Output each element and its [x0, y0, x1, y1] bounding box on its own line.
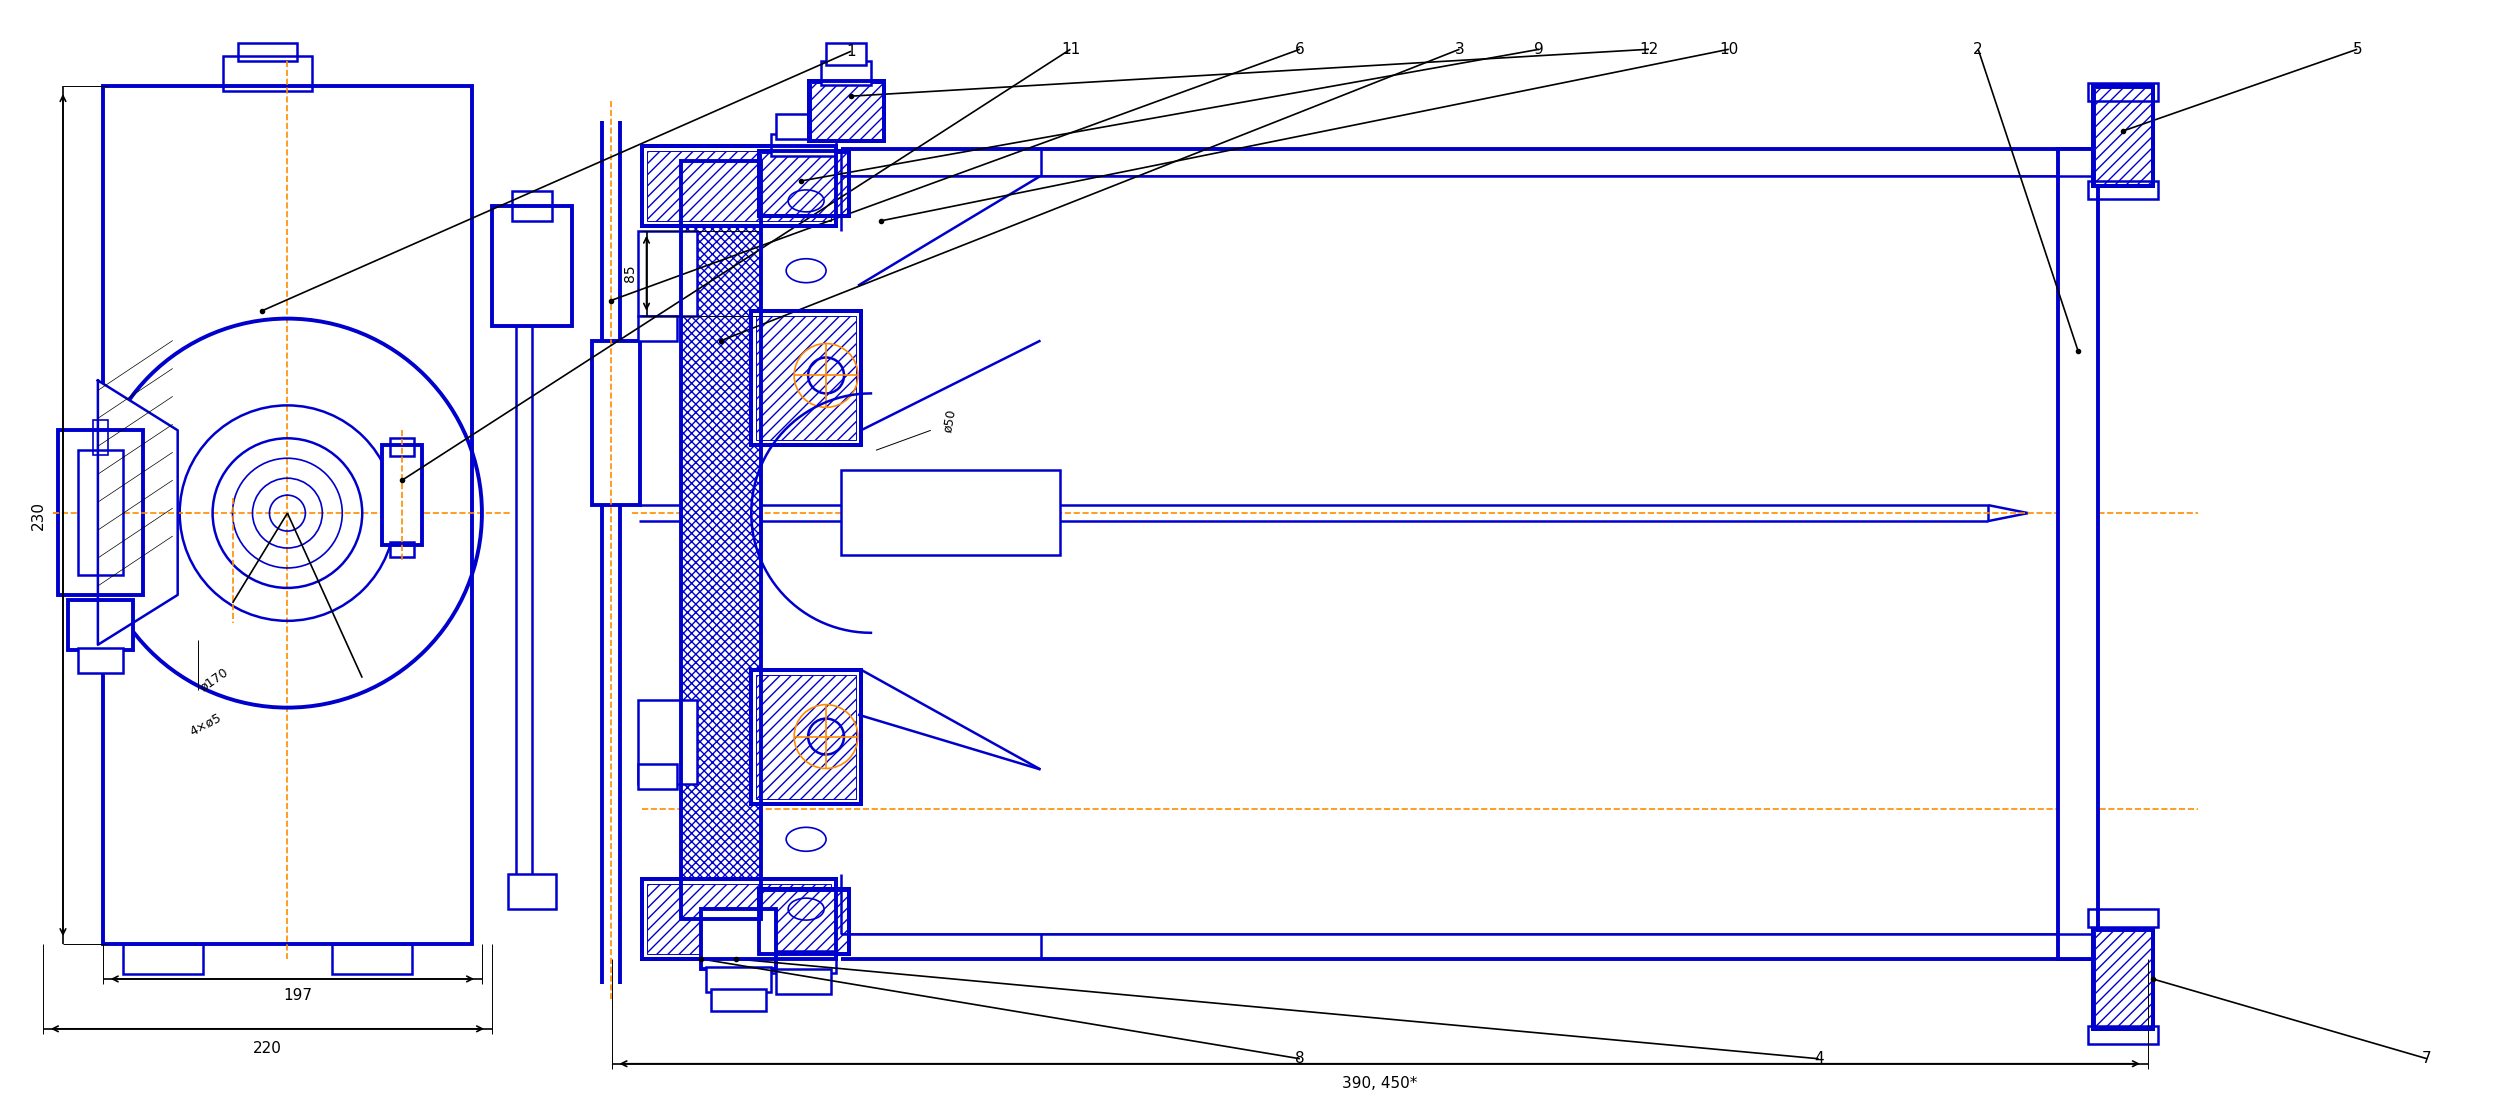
Bar — [642, 146, 835, 226]
Bar — [2092, 929, 2152, 1029]
Bar — [810, 81, 885, 141]
Text: 7: 7 — [2422, 1051, 2432, 1066]
Bar — [2095, 931, 2150, 1026]
Text: 8: 8 — [1295, 1051, 1305, 1066]
Bar — [92, 420, 108, 455]
Bar — [760, 891, 848, 952]
Bar — [2092, 86, 2152, 186]
Bar — [760, 890, 850, 954]
Bar — [2088, 910, 2158, 927]
Bar — [68, 599, 132, 649]
Text: 2: 2 — [1972, 42, 1982, 57]
Text: 5: 5 — [2352, 42, 2362, 57]
Bar — [222, 57, 312, 91]
Text: 9: 9 — [1535, 42, 1545, 57]
Bar — [703, 910, 775, 969]
Bar — [755, 675, 855, 800]
Bar — [638, 316, 678, 340]
Bar — [682, 161, 760, 920]
Text: 3: 3 — [1455, 42, 1465, 57]
Text: 6: 6 — [1295, 42, 1305, 57]
Text: 230: 230 — [30, 500, 45, 529]
Text: 220: 220 — [253, 1041, 282, 1056]
Bar — [2058, 149, 2098, 959]
Bar — [238, 43, 298, 61]
Bar — [840, 470, 1060, 555]
Bar — [512, 191, 552, 221]
Bar — [642, 146, 835, 226]
Bar — [750, 310, 860, 445]
Bar — [770, 951, 835, 973]
Bar — [2092, 929, 2152, 1029]
Text: 10: 10 — [1720, 42, 1737, 57]
Bar — [642, 880, 835, 959]
Bar — [760, 151, 850, 216]
Text: 85: 85 — [622, 264, 638, 281]
Bar — [2088, 181, 2158, 199]
Bar — [775, 115, 830, 139]
Bar — [750, 310, 860, 445]
Bar — [58, 430, 142, 595]
Bar — [492, 206, 572, 326]
Bar — [755, 316, 855, 440]
Bar — [810, 81, 885, 141]
Bar — [508, 874, 555, 910]
Text: ø170: ø170 — [198, 665, 230, 694]
Polygon shape — [98, 380, 178, 645]
Bar — [760, 153, 848, 214]
Bar — [760, 890, 850, 954]
Text: 11: 11 — [1060, 42, 1080, 57]
Bar — [712, 989, 765, 1011]
Bar — [2088, 83, 2158, 101]
Bar — [592, 340, 640, 505]
Bar — [638, 699, 698, 784]
Bar — [2092, 86, 2152, 186]
Text: ø50: ø50 — [940, 408, 958, 433]
Text: 1: 1 — [845, 43, 855, 59]
Bar — [820, 61, 870, 86]
Bar — [825, 43, 865, 66]
Bar — [102, 86, 472, 944]
Bar — [750, 669, 860, 804]
Text: 197: 197 — [282, 989, 312, 1003]
Bar — [810, 83, 882, 139]
Bar — [707, 967, 770, 992]
Bar — [2088, 1026, 2158, 1044]
Text: 12: 12 — [1640, 42, 1658, 57]
Text: 4: 4 — [1815, 1051, 1822, 1066]
Bar — [638, 764, 678, 790]
Bar — [382, 445, 423, 545]
Bar — [332, 944, 412, 974]
Bar — [760, 151, 850, 216]
Bar — [78, 648, 122, 673]
Bar — [390, 438, 415, 456]
Text: 390, 450*: 390, 450* — [1342, 1076, 1417, 1091]
Bar — [638, 231, 698, 316]
Bar — [2095, 88, 2150, 183]
Bar — [648, 151, 830, 221]
Bar — [770, 135, 835, 156]
Bar — [122, 944, 202, 974]
Bar — [648, 884, 830, 954]
Bar — [390, 542, 415, 557]
Bar — [682, 161, 760, 920]
Bar — [642, 880, 835, 959]
Bar — [78, 450, 122, 575]
Bar — [750, 669, 860, 804]
Bar — [775, 969, 830, 994]
Text: 4×ø5: 4×ø5 — [188, 711, 225, 738]
